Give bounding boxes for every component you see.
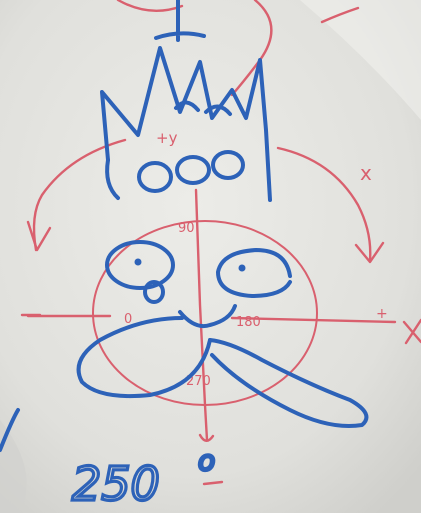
- blue-right-pupil: [238, 264, 246, 272]
- blue-crown-band: [105, 158, 120, 200]
- red-top-right-stroke: [320, 6, 360, 24]
- blue-crown-jewel-3: [211, 150, 245, 180]
- red-vertical-axis: [194, 188, 209, 442]
- bottom-degree-symbol: o: [198, 444, 215, 477]
- blue-left-eye: [105, 240, 175, 290]
- blue-drawing: [0, 0, 369, 452]
- blue-crown-loop-1: [174, 100, 200, 112]
- red-right-arrow-arc: [276, 146, 372, 262]
- bottom-250: 250: [72, 457, 160, 511]
- blue-crown-stem: [154, 0, 206, 42]
- blue-right-eye: [216, 248, 292, 298]
- blue-mouth: [178, 304, 237, 329]
- red-left-arrow-head: [26, 220, 52, 252]
- red-left-arrow-arc: [32, 138, 127, 252]
- red-right-arrow-head: [354, 241, 385, 264]
- label-x-top-right: x: [360, 161, 372, 185]
- blue-crown-jewel-1: [137, 161, 173, 193]
- board-glare: [300, 0, 421, 120]
- blue-crown-jewel-2: [175, 155, 211, 185]
- label-plus-right: +: [376, 306, 388, 322]
- label-180: 180: [236, 315, 261, 330]
- blue-crown-zigzag: [100, 46, 272, 202]
- red-drawing: [20, 0, 421, 486]
- blue-nose: [143, 280, 165, 304]
- label-270: 270: [186, 374, 211, 389]
- label-90: 90: [178, 221, 195, 236]
- red-bottom-tick: [198, 433, 215, 442]
- blue-left-edge-curl: [0, 408, 20, 452]
- blue-mustache-left: [76, 316, 212, 399]
- label-0: 0: [124, 312, 132, 327]
- label-plus-y: +y: [156, 129, 178, 147]
- blue-mustache-right: [208, 338, 369, 428]
- red-degree-underline: [202, 480, 224, 486]
- blue-left-pupil: [134, 258, 142, 266]
- red-far-right-cross: [402, 318, 421, 345]
- red-horizontal-axis: [26, 314, 397, 324]
- blue-crown-loop-2: [204, 104, 232, 116]
- board-reflection: [0, 420, 27, 513]
